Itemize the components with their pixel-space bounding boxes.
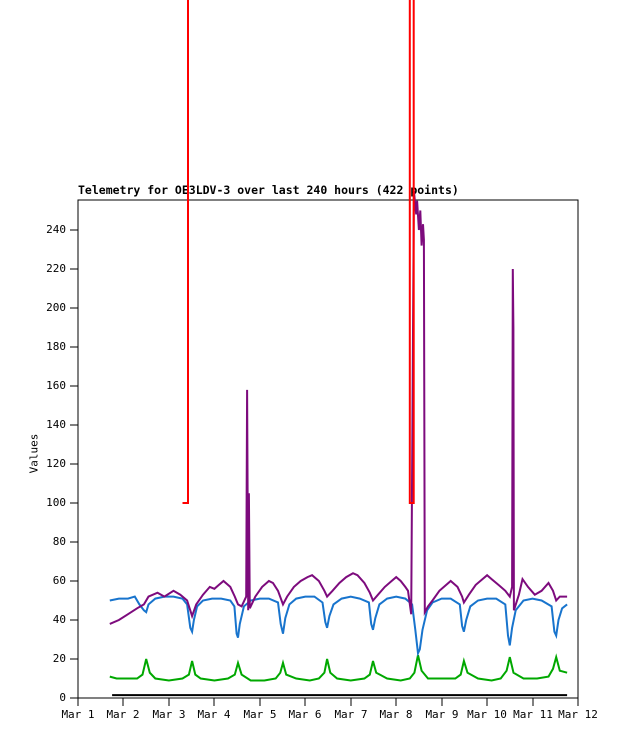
y-tick-label: 100 — [46, 496, 66, 509]
x-tick-label: Mar 7 — [334, 708, 368, 721]
x-tick-label: Mar 3 — [152, 708, 186, 721]
x-tick-label: Mar 11 — [513, 708, 553, 721]
y-tick-label: 240 — [46, 223, 66, 236]
x-tick-label: Mar 8 — [379, 708, 413, 721]
x-tick-label: Mar 2 — [106, 708, 140, 721]
y-tick-label: 120 — [46, 457, 66, 470]
y-tick-label: 60 — [52, 574, 66, 587]
chart-title: Telemetry for OE3LDV-3 over last 240 hou… — [78, 183, 459, 197]
y-tick-label: 140 — [46, 418, 66, 431]
y-tick-label: 220 — [46, 262, 66, 275]
x-tick-label: Mar 6 — [288, 708, 322, 721]
x-tick-label: Mar 10 — [467, 708, 507, 721]
y-tick-label: 160 — [46, 379, 66, 392]
y-tick-label: 180 — [46, 340, 66, 353]
x-tick-label: Mar 5 — [243, 708, 277, 721]
y-tick-label: 200 — [46, 301, 66, 314]
y-tick-label: 20 — [52, 652, 66, 665]
x-tick-label: Mar 4 — [197, 708, 231, 721]
x-tick-label: Mar 12 — [558, 708, 598, 721]
x-tick-label: Mar 9 — [425, 708, 459, 721]
y-tick-label: 0 — [59, 691, 66, 704]
y-tick-label: 40 — [52, 613, 66, 626]
y-tick-label: 80 — [52, 535, 66, 548]
x-tick-label: Mar 1 — [61, 708, 95, 721]
